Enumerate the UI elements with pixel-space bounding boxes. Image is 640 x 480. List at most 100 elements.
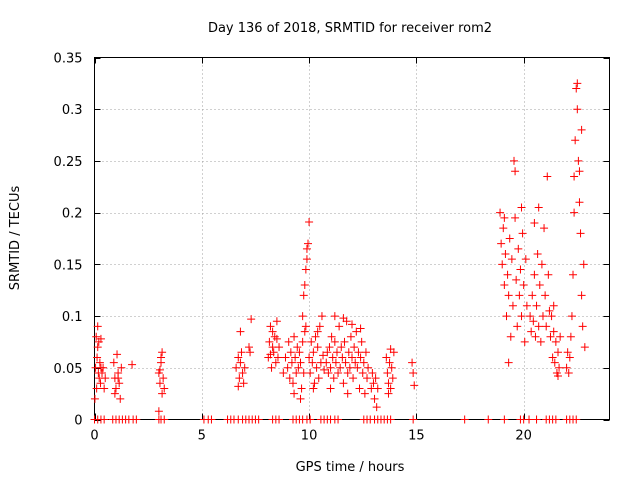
data-point	[93, 343, 102, 352]
data-point	[551, 337, 560, 346]
data-point	[287, 358, 296, 367]
data-point	[109, 358, 118, 367]
data-point	[364, 363, 373, 372]
data-point	[283, 363, 292, 372]
data-point	[517, 203, 526, 212]
data-point	[501, 250, 510, 259]
data-point	[290, 389, 299, 398]
data-point	[570, 172, 579, 181]
data-point	[566, 332, 575, 341]
data-point	[572, 84, 581, 93]
data-point	[503, 270, 512, 279]
data-point	[563, 348, 572, 357]
data-point	[386, 384, 395, 393]
data-point	[309, 348, 318, 357]
data-point	[93, 353, 102, 362]
data-point	[504, 358, 513, 367]
data-point	[326, 384, 335, 393]
data-point	[294, 363, 303, 372]
data-point	[522, 301, 531, 310]
data-point	[527, 327, 536, 336]
data-point	[96, 379, 105, 388]
data-point	[550, 358, 559, 367]
data-point	[110, 389, 119, 398]
data-point	[562, 363, 571, 372]
data-point	[577, 125, 586, 134]
data-point	[356, 353, 365, 362]
data-point	[352, 327, 361, 336]
data-point	[317, 312, 326, 321]
data-point	[265, 337, 274, 346]
data-point	[295, 348, 304, 357]
data-point	[573, 105, 582, 114]
data-point	[155, 379, 164, 388]
data-point	[538, 312, 547, 321]
data-point	[368, 368, 377, 377]
data-point	[111, 384, 120, 393]
data-point	[345, 363, 354, 372]
data-point	[532, 301, 541, 310]
data-point	[382, 353, 391, 362]
data-point	[254, 415, 263, 424]
data-point	[504, 291, 513, 300]
data-point	[512, 275, 521, 284]
data-point	[279, 368, 288, 377]
data-point	[349, 374, 358, 383]
data-point	[326, 363, 335, 372]
data-point	[306, 368, 315, 377]
data-point	[518, 229, 527, 238]
data-point	[547, 312, 556, 321]
data-point	[565, 353, 574, 362]
data-point	[300, 327, 309, 336]
data-point	[117, 363, 126, 372]
data-point	[158, 348, 167, 357]
data-point	[519, 281, 528, 290]
data-point	[292, 368, 301, 377]
data-point	[351, 358, 360, 367]
data-point	[544, 270, 553, 279]
data-point	[332, 348, 341, 357]
data-point	[338, 353, 347, 362]
data-point	[284, 337, 293, 346]
x-axis-title: GPS time / hours	[296, 460, 405, 475]
data-point	[155, 365, 164, 374]
data-point	[114, 374, 123, 383]
data-point	[275, 343, 284, 352]
data-point	[384, 389, 393, 398]
data-point	[272, 317, 281, 326]
data-point	[207, 415, 216, 424]
data-point	[359, 358, 368, 367]
data-points	[90, 79, 589, 424]
plot-frame	[94, 57, 610, 420]
data-point	[297, 384, 306, 393]
data-point	[301, 265, 310, 274]
data-point	[266, 322, 275, 331]
data-point	[497, 239, 506, 248]
data-point	[356, 324, 365, 333]
data-point	[363, 374, 372, 383]
data-point	[549, 301, 558, 310]
data-point	[307, 337, 316, 346]
data-point	[532, 415, 541, 424]
data-point	[346, 332, 355, 341]
data-point	[575, 167, 584, 176]
data-point	[319, 351, 328, 360]
data-point	[575, 198, 584, 207]
data-point	[505, 234, 514, 243]
x-tick-label: 10	[301, 429, 318, 444]
data-point	[577, 291, 586, 300]
data-point	[334, 368, 343, 377]
data-point	[331, 358, 340, 367]
data-point	[516, 265, 525, 274]
data-point	[370, 394, 379, 403]
data-point	[528, 291, 537, 300]
data-point	[578, 322, 587, 331]
x-tick-labels: 0 5 10 15 20	[90, 429, 532, 444]
data-point	[234, 382, 243, 391]
data-point	[235, 374, 244, 383]
data-point	[234, 353, 243, 362]
data-point	[514, 244, 523, 253]
data-point	[353, 363, 362, 372]
data-point	[291, 353, 300, 362]
